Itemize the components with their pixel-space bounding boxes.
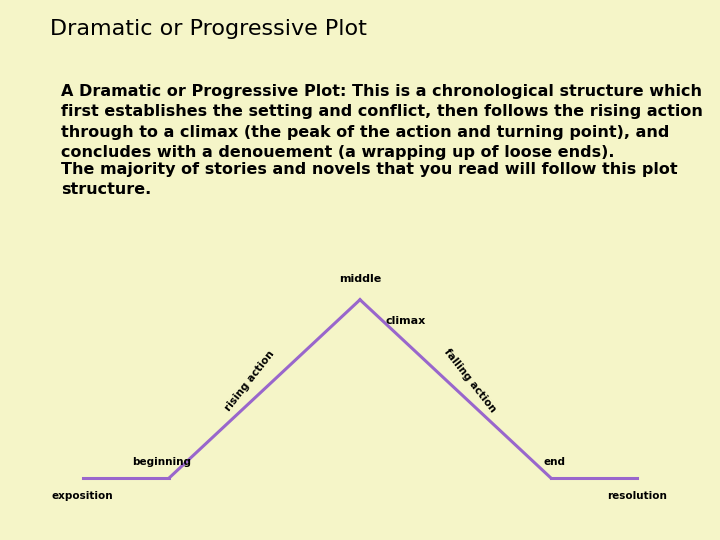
- Text: end: end: [544, 457, 565, 467]
- Text: The majority of stories and novels that you read will follow this plot
structure: The majority of stories and novels that …: [61, 162, 678, 198]
- Text: resolution: resolution: [607, 491, 667, 502]
- Text: beginning: beginning: [132, 457, 192, 467]
- Text: A Dramatic or Progressive Plot: This is a chronological structure which
first es: A Dramatic or Progressive Plot: This is …: [61, 84, 703, 160]
- Text: Dramatic or Progressive Plot: Dramatic or Progressive Plot: [50, 19, 367, 39]
- Text: exposition: exposition: [52, 491, 114, 502]
- Text: middle: middle: [339, 273, 381, 284]
- Text: falling action: falling action: [442, 347, 498, 414]
- Text: climax: climax: [385, 316, 426, 326]
- Text: rising action: rising action: [223, 349, 276, 413]
